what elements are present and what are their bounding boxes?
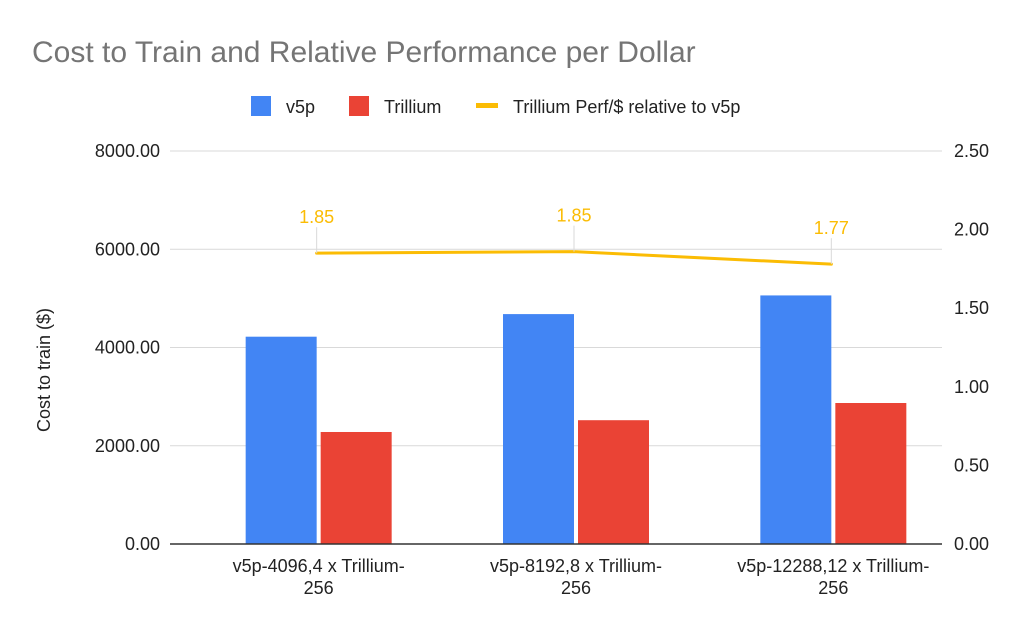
legend-label-perf-line: Trillium Perf/$ relative to v5p — [513, 97, 740, 117]
chart-title: Cost to Train and Relative Performance p… — [32, 36, 696, 69]
perf-data-label: 1.77 — [814, 218, 849, 238]
bar-v5p-2 — [760, 295, 832, 544]
legend: v5p Trillium Trillium Perf/$ relative to… — [251, 96, 740, 117]
legend-swatch-trillium — [349, 96, 369, 116]
perf-line-layer: 1.85 1.85 1.77 — [299, 206, 849, 266]
y-axis-label: Cost to train ($) — [34, 308, 54, 432]
right-tick-label: 0.00 — [954, 534, 989, 554]
left-tick-label: 4000.00 — [95, 338, 160, 358]
category-label: v5p-4096,4 x Trillium-256 — [233, 556, 405, 598]
bar-trillium-1 — [578, 420, 649, 544]
left-tick-label: 6000.00 — [95, 239, 160, 259]
bar-trillium-2 — [835, 403, 907, 544]
right-tick-label: 2.50 — [954, 141, 989, 161]
perf-line — [315, 250, 833, 266]
perf-data-label: 1.85 — [556, 206, 591, 226]
right-tick-label: 1.00 — [954, 377, 989, 397]
category-label: v5p-12288,12 x Trillium-256 — [737, 556, 929, 598]
left-tick-label: 0.00 — [125, 534, 160, 554]
bar-v5p-0 — [245, 336, 317, 544]
bar-v5p-1 — [503, 314, 574, 544]
legend-label-v5p: v5p — [286, 97, 315, 117]
category-label: v5p-8192,8 x Trillium-256 — [490, 556, 662, 598]
right-tick-label: 1.50 — [954, 298, 989, 318]
left-tick-label: 2000.00 — [95, 436, 160, 456]
bars — [170, 295, 942, 545]
left-axis-ticks: 0.00 2000.00 4000.00 6000.00 8000.00 — [95, 141, 160, 554]
legend-swatch-perf-line — [476, 103, 498, 108]
category-labels: v5p-4096,4 x Trillium-256 v5p-8192,8 x Tr… — [233, 556, 930, 598]
left-tick-label: 8000.00 — [95, 141, 160, 161]
bar-trillium-0 — [320, 431, 392, 544]
legend-label-trillium: Trillium — [384, 97, 441, 117]
perf-data-label: 1.85 — [299, 207, 334, 227]
right-tick-label: 2.00 — [954, 220, 989, 240]
legend-swatch-v5p — [251, 96, 271, 116]
right-axis-ticks: 0.00 0.50 1.00 1.50 2.00 2.50 — [954, 141, 989, 554]
right-tick-label: 0.50 — [954, 455, 989, 475]
